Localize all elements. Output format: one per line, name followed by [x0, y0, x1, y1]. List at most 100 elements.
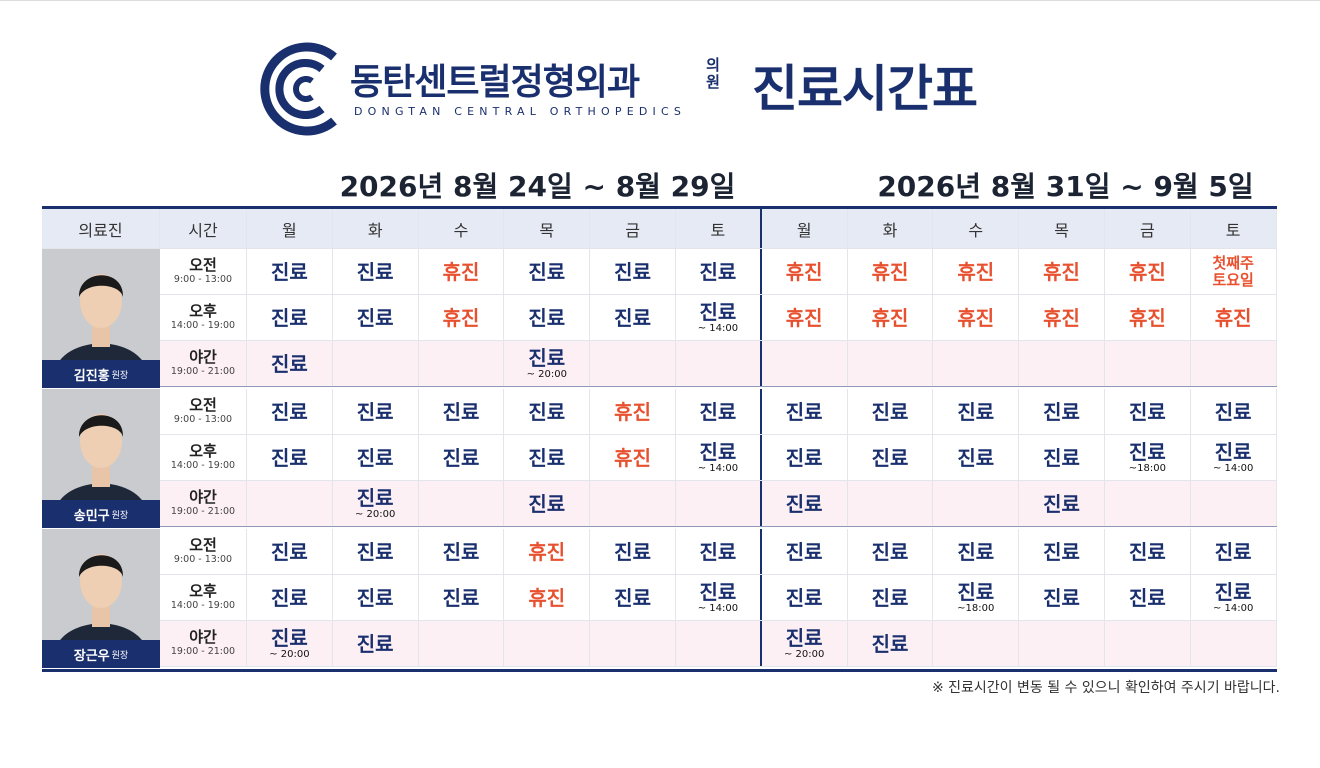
schedule-cell: 휴진: [848, 295, 934, 340]
status-text: 진료: [957, 580, 995, 604]
status-text: 휴진: [1128, 305, 1166, 330]
logo-name: 동탄센트럴정형외과: [350, 62, 640, 103]
schedule-cell: 진료: [333, 249, 419, 294]
status-text: 휴진: [528, 539, 566, 564]
slot-hours: 14:00 - 19:00: [170, 320, 236, 331]
schedule-cell: [933, 481, 1020, 526]
status-text: 진료: [1214, 580, 1252, 604]
logo-english: DONGTAN CENTRAL ORTHOPEDICS: [354, 105, 687, 118]
schedule-cell: 휴진: [762, 295, 848, 340]
doctor-rows: 오전 9:00 - 13:00 진료 진료 진료 진료 휴진 진료 진료 진료 진료 진료 진료 진료 오후…: [160, 389, 1277, 529]
status-text: 진료: [1128, 539, 1166, 564]
status-text: 진료: [1043, 399, 1080, 424]
time-cell: 야간 19:00 - 21:00: [160, 341, 247, 386]
schedule-cell: 진료: [933, 529, 1020, 574]
status-text: 진료: [528, 346, 566, 370]
header-cell: 목: [504, 209, 591, 248]
status-text: 휴진: [1214, 305, 1252, 330]
schedule-cell: 진료 ~ 20:00: [504, 341, 591, 386]
header-cell: 월: [247, 209, 333, 248]
schedule-cell: 진료: [590, 295, 676, 340]
status-text: 휴진: [1128, 259, 1166, 284]
header-cell: 금: [1105, 209, 1191, 248]
status-text: 진료: [1214, 399, 1252, 424]
schedule-cell: 진료 ~ 14:00: [676, 295, 762, 340]
slot-hours: 19:00 - 21:00: [170, 506, 236, 517]
header-cell: 토: [1191, 209, 1277, 248]
schedule-table: 의료진 시간 월 화 수 목 금 토 월 화 수 목 금 토 김진홍 원장 오전 9:00 - 13:00 진료 진료…: [42, 206, 1277, 672]
schedule-cell: 휴진: [848, 249, 934, 294]
header-cell: 수: [419, 209, 505, 248]
slot-label: 오후: [189, 582, 217, 600]
schedule-cell: 진료: [848, 435, 934, 480]
schedule-cell: 진료: [419, 435, 505, 480]
schedule-cell: 진료: [333, 621, 419, 666]
status-text: 휴진: [1043, 305, 1080, 330]
schedule-cell: 진료 ~ 20:00: [247, 621, 333, 666]
schedule-cell: 진료: [247, 575, 333, 620]
status-text: 진료: [871, 445, 909, 470]
schedule-cell: 진료: [333, 389, 419, 434]
schedule-cell: [504, 621, 591, 666]
slot-label: 오전: [189, 396, 217, 414]
schedule-cell: [1191, 341, 1277, 386]
status-text: 진료: [614, 539, 651, 564]
doctor-block: 송민구 원장 오전 9:00 - 13:00 진료 진료 진료 진료 휴진 진료 진료 진료 진료 진료 진…: [42, 389, 1277, 529]
time-cell: 오후 14:00 - 19:00: [160, 575, 247, 620]
hours-note: ~ 14:00: [697, 463, 739, 474]
status-text: 진료: [957, 445, 995, 470]
status-text: 진료: [699, 440, 737, 464]
doctor-column: 김진홍 원장: [42, 249, 160, 389]
hours-note: ~18:00: [1128, 463, 1166, 474]
schedule-cell: [419, 481, 505, 526]
status-text: 진료: [614, 305, 651, 330]
status-text: 휴진: [614, 445, 651, 470]
status-text: 첫째주 토요일: [1212, 253, 1254, 289]
status-text: 진료: [270, 445, 308, 470]
hours-note: ~ 14:00: [697, 603, 739, 614]
schedule-cell: 진료: [1191, 389, 1277, 434]
time-cell: 오전 9:00 - 13:00: [160, 529, 247, 574]
schedule-cell: 휴진: [419, 249, 505, 294]
status-text: 진료: [614, 585, 651, 610]
schedule-cell: 진료: [762, 529, 848, 574]
schedule-cell: 진료 ~ 20:00: [333, 481, 419, 526]
status-text: 휴진: [957, 259, 995, 284]
schedule-cell: 휴진: [504, 529, 591, 574]
status-text: 진료: [1128, 440, 1166, 464]
schedule-cell: 진료: [247, 435, 333, 480]
slot-label: 오전: [189, 256, 217, 274]
header-cell: 수: [933, 209, 1020, 248]
slot-hours: 19:00 - 21:00: [170, 366, 236, 377]
status-text: 휴진: [957, 305, 995, 330]
slot-hours: 14:00 - 19:00: [170, 600, 236, 611]
schedule-cell: 진료: [504, 481, 591, 526]
status-text: 진료: [1128, 585, 1166, 610]
schedule-cell: 진료: [333, 529, 419, 574]
schedule-cell: 진료: [247, 341, 333, 386]
schedule-cell: [762, 341, 848, 386]
status-text: 진료: [528, 259, 566, 284]
schedule-cell: 진료: [1019, 389, 1105, 434]
status-text: 진료: [356, 539, 394, 564]
status-text: 진료: [270, 399, 308, 424]
schedule-cell: 진료: [333, 295, 419, 340]
status-text: 진료: [528, 445, 566, 470]
status-text: 진료: [785, 539, 823, 564]
schedule-cell: 휴진: [590, 435, 676, 480]
time-cell: 야간 19:00 - 21:00: [160, 621, 247, 666]
hours-note: ~18:00: [957, 603, 995, 614]
schedule-cell: 진료: [419, 529, 505, 574]
schedule-cell: 진료 ~ 14:00: [1191, 575, 1277, 620]
schedule-cell: [247, 481, 333, 526]
status-text: 진료: [957, 399, 995, 424]
status-text: 휴진: [1043, 259, 1080, 284]
schedule-row: 오후 14:00 - 19:00 진료 진료 휴진 진료 진료 진료 ~ 14:00 휴진 휴진 휴진…: [160, 295, 1277, 341]
status-text: 진료: [1043, 491, 1080, 516]
status-text: 진료: [442, 585, 480, 610]
schedule-cell: 휴진: [762, 249, 848, 294]
slot-hours: 9:00 - 13:00: [173, 414, 233, 425]
status-text: 휴진: [871, 259, 909, 284]
status-text: 진료: [528, 305, 566, 330]
schedule-cell: 진료: [1019, 435, 1105, 480]
